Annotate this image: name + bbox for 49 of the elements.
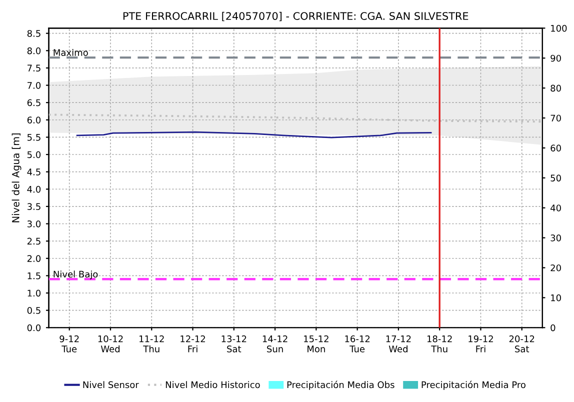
x-tick-label: 10-12 Wed <box>98 335 123 352</box>
x-tick-label: 20-12 Sat <box>509 335 534 352</box>
x-tick-label: 15-12 Mon <box>304 335 328 352</box>
y2-tick-label: 100 <box>551 24 567 32</box>
y-tick-label: 4.5 <box>27 168 40 176</box>
y2-tick-label: 80 <box>550 84 561 92</box>
chart-title: PTE FERROCARRIL [24057070] - CORRIENTE: CGA. SAN SILVESTRE <box>123 12 468 22</box>
y2-tick-label: 0 <box>550 324 556 332</box>
y2-tick-label: 30 <box>550 234 561 242</box>
x-tick-label: 14-12 Sun <box>262 335 288 352</box>
x-tick-label: 17-12 Wed <box>386 335 411 352</box>
y-tick-label: 5.5 <box>27 134 40 141</box>
x-tick-label: 19-12 Fri <box>468 335 493 352</box>
x-tick-label: 12-12 Fri <box>180 335 205 352</box>
y-tick-label: 3.5 <box>27 203 40 210</box>
y-tick-label: 1.5 <box>28 272 40 280</box>
y2-tick-label: 60 <box>550 144 561 152</box>
y2-tick-label: 40 <box>550 204 561 212</box>
y-tick-label: 0.5 <box>27 307 40 314</box>
y-tick-label: 2.0 <box>27 255 41 262</box>
y-tick-label: 1.0 <box>28 290 41 297</box>
y2-tick-label: 10 <box>551 294 561 302</box>
legend-label: Nivel Medio Historico <box>166 381 260 388</box>
x-tick-label: 11-12 Thu <box>140 335 164 352</box>
y-tick-label: 3.0 <box>27 220 41 228</box>
y-tick-label: 7.5 <box>28 64 40 72</box>
y-tick-label: 8.0 <box>27 47 41 54</box>
y-tick-label: 8.5 <box>27 30 40 37</box>
y-tick-label: 2.5 <box>27 238 40 245</box>
ref-line-label: Maximo <box>54 48 88 56</box>
y-tick-label: 0.0 <box>27 324 41 332</box>
y2-tick-label: 50 <box>550 174 561 182</box>
y-tick-label: 6.5 <box>27 99 40 106</box>
x-tick-label: 16-12 Tue <box>345 335 370 352</box>
y2-tick-label: 70 <box>550 114 561 122</box>
y-tick-label: 4.0 <box>27 186 41 193</box>
x-tick-label: 9-12 Tue <box>60 335 79 352</box>
legend-label: Precipitación Media Obs <box>287 380 394 390</box>
y-tick-label: 7.0 <box>28 82 41 89</box>
y-tick-label: 5.0 <box>27 151 41 158</box>
x-tick-label: 13-12 Sat <box>222 335 246 352</box>
y-axis-title: Nivel del Agua [m] <box>12 133 22 222</box>
legend-label: Precipitación Media Pro <box>422 380 526 390</box>
ref-line-label: Nivel Bajo <box>54 270 98 280</box>
y-tick-label: 6.0 <box>27 116 41 124</box>
y2-tick-label: 20 <box>550 264 561 272</box>
x-tick-label: 18-12 Thu <box>427 335 452 352</box>
y2-tick-label: 90 <box>550 54 561 62</box>
legend-label: Nivel Sensor <box>83 381 139 388</box>
